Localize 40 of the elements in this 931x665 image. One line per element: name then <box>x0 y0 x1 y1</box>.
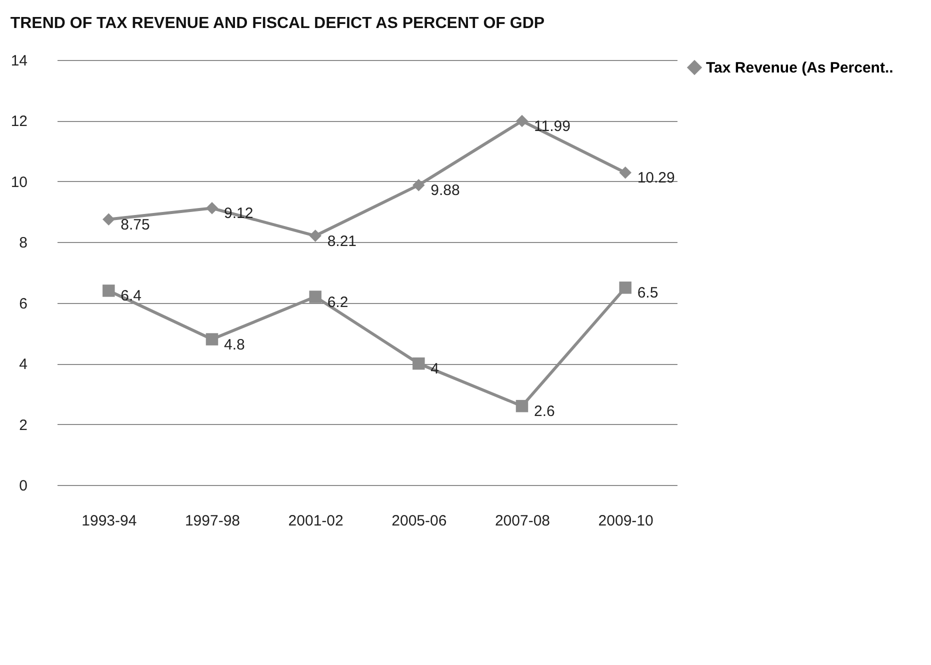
point <box>206 202 218 214</box>
data-label: 2.6 <box>534 403 555 420</box>
point <box>412 357 425 370</box>
point <box>206 333 218 346</box>
y-tick-label: 6 <box>19 295 28 312</box>
data-label: 11.99 <box>534 118 570 136</box>
y-tick-label: 2 <box>19 416 28 434</box>
point <box>516 400 528 412</box>
data-label: 4.8 <box>224 336 245 354</box>
data-label: 6.4 <box>120 288 142 305</box>
x-tick-label: 1997-98 <box>184 512 240 530</box>
point <box>619 282 632 294</box>
y-tick-label: 4 <box>19 356 28 374</box>
point <box>412 178 425 192</box>
y-tick-label: 10 <box>10 174 28 191</box>
point <box>516 114 528 128</box>
y-tick-label: 8 <box>19 234 28 252</box>
point <box>102 284 115 297</box>
point <box>102 213 115 226</box>
point <box>619 166 632 179</box>
data-label: 8.75 <box>120 216 150 234</box>
data-label: 6.5 <box>637 284 658 302</box>
data-label: 9.88 <box>430 182 460 200</box>
x-tick-label: 2005-06 <box>392 512 447 530</box>
legend-label: Tax Revenue (As Percent.. <box>706 60 894 76</box>
data-label: 6.2 <box>327 294 348 311</box>
x-tick-label: 2009-10 <box>598 512 654 530</box>
data-label: 8.21 <box>327 232 357 250</box>
x-tick-label: 1993-94 <box>82 512 137 530</box>
data-label: 9.12 <box>224 205 254 222</box>
x-tick-label: 2007-08 <box>494 512 550 530</box>
y-tick-label: 12 <box>10 113 28 130</box>
point <box>309 290 322 303</box>
chart-title: TREND OF TAX REVENUE AND FISCAL DEFICT AS PERCENT OF GDP <box>10 15 545 32</box>
data-label: 10.29 <box>637 170 675 187</box>
data-label: 4 <box>430 360 440 378</box>
y-tick-label: 14 <box>10 52 28 70</box>
y-tick-label: 0 <box>19 478 28 494</box>
point <box>309 230 322 242</box>
x-tick-label: 2001-02 <box>288 512 344 530</box>
